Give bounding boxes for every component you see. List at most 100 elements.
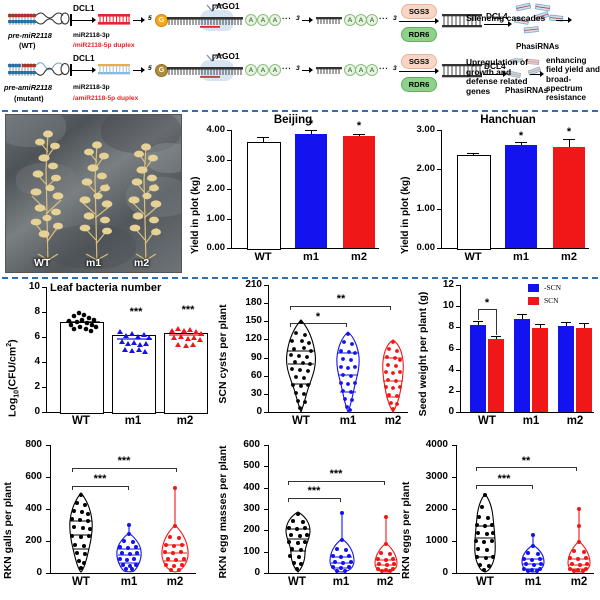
chart-rkn-egg-masses-ytick-5: 500 bbox=[243, 460, 260, 472]
chart-leaf-bacteria-ytick-4: 8 bbox=[34, 306, 40, 317]
precursor-label-mut: pre-amiR2118 bbox=[4, 83, 52, 92]
chart-rkn-galls-ytick-1: 200 bbox=[25, 535, 42, 546]
sgs3-rdr6-arrowhead-wt bbox=[435, 18, 439, 24]
chart-scn-cysts-yaxis bbox=[268, 285, 269, 412]
mrna-fragment-mut bbox=[316, 63, 342, 84]
chart-seed-weight-bar-wt-noscn[interactable] bbox=[470, 325, 486, 412]
chart-beijing-bar-m1[interactable] bbox=[295, 133, 327, 248]
chart-scn-cysts-violin-m1 bbox=[336, 331, 360, 413]
rdr6-pill-wt: RDR6 bbox=[401, 27, 437, 42]
chart-rkn-eggs-xaxis bbox=[456, 573, 594, 574]
mrna-cap-mut: G bbox=[155, 64, 168, 77]
chart-hanchuan-bar-m1[interactable] bbox=[505, 144, 537, 248]
chart-leaf-bacteria-ytick-0: 0 bbox=[34, 406, 40, 417]
chart-rkn-galls-xtick-m1: m1 bbox=[120, 576, 138, 588]
chart-rkn-galls-violin-m2 bbox=[161, 486, 189, 573]
outcome2-arrowhead-mut bbox=[540, 71, 544, 77]
chart-seed-weight-xtick-m2: m2 bbox=[566, 415, 584, 427]
chart-seed-weight-bar-wt-scn[interactable] bbox=[488, 339, 504, 412]
chart-rkn-eggs-violin-m2 bbox=[567, 507, 591, 573]
chart-hanchuan-xtick-m1: m1 bbox=[513, 251, 529, 263]
outcome-enhancing-yield: enhancing field yield and broad-spectrum… bbox=[546, 56, 600, 103]
chart-beijing: Beijing Yield in plot (kg) 4.00 3.00 2.0… bbox=[185, 112, 390, 274]
plant-photograph: WT bbox=[5, 114, 182, 273]
chart-leaf-bacteria-sig-m1: *** bbox=[129, 306, 143, 318]
chart-rkn-eggs: RKN eggs per plant 4000 3000 2000 1000 0… bbox=[400, 439, 600, 599]
dcl1-arrow-line-mut bbox=[70, 70, 94, 71]
dcl1-arrowhead-mut bbox=[92, 67, 96, 73]
chart-seed-weight-bar-m2-noscn[interactable] bbox=[558, 325, 574, 412]
precursor-genotype-mut: (mutant) bbox=[14, 94, 44, 103]
mirna-duplex-wt bbox=[97, 12, 131, 33]
chart-scn-cysts-violin-m2 bbox=[382, 339, 404, 413]
chart-hanchuan-bar-wt[interactable] bbox=[457, 155, 491, 250]
phasirnas-label-mut: PhasiRNAs bbox=[505, 86, 549, 95]
chart-rkn-galls-ytick-2: 400 bbox=[25, 503, 42, 514]
chart-rkn-egg-masses-xaxis bbox=[268, 573, 400, 574]
chart-rkn-galls-violin-wt bbox=[69, 492, 93, 573]
chart-leaf-bacteria-ytick-5: 10 bbox=[28, 281, 40, 292]
chart-rkn-eggs-yaxis bbox=[456, 445, 457, 573]
chart-rkn-egg-masses-xtick-wt: WT bbox=[288, 576, 306, 588]
dsrna-wt bbox=[442, 12, 482, 35]
chart-seed-weight-ytick-2: 4 bbox=[448, 363, 454, 375]
legend-label-no-scn: -SCN bbox=[544, 283, 562, 292]
chart-rkn-egg-masses-ytick-3: 300 bbox=[243, 503, 260, 514]
duplex-to-mrna-arrow-wt bbox=[133, 20, 143, 21]
three-prime-label-mut: 3 bbox=[296, 65, 300, 72]
outcome-arrowhead-wt bbox=[568, 17, 572, 23]
mrna-cap-wt: G bbox=[155, 14, 168, 27]
chart-seed-weight-yaxis bbox=[460, 285, 461, 412]
photo-label-m2: m2 bbox=[134, 257, 150, 269]
chart-scn-cysts-ytick-0: 0 bbox=[256, 406, 262, 417]
three-prime-arrow-wt bbox=[302, 20, 311, 21]
dcl1-arrowhead-wt bbox=[92, 17, 96, 23]
chart-rkn-egg-masses-violin-m1 bbox=[329, 511, 355, 573]
five-prime-label-wt: 5 bbox=[148, 15, 152, 22]
chart-rkn-egg-masses-ytick-2: 200 bbox=[243, 524, 260, 536]
dcl4-arrowhead-wt bbox=[508, 21, 512, 27]
three-prime-label-wt: 3 bbox=[296, 15, 300, 22]
chart-beijing-ytick-3: 3.00 bbox=[206, 153, 226, 165]
outcome-silencing-cascades: Silencing cascades bbox=[466, 13, 546, 23]
dcl4-arrow-wt bbox=[484, 24, 510, 25]
chart-seed-weight-ytick-1: 2 bbox=[448, 384, 454, 396]
chart-hanchuan-xtick-wt: WT bbox=[464, 251, 482, 263]
panel-bacteria-scn: Leaf bacteria number Log10(CFU/cm2) 10 8… bbox=[0, 279, 600, 439]
chart-seed-weight-bar-m1-scn[interactable] bbox=[532, 328, 548, 412]
chart-beijing-sig-m1: * bbox=[308, 118, 314, 130]
chart-beijing-ytick-0: 0.00 bbox=[206, 242, 226, 253]
chart-rkn-galls: RKN galls per plant 800 600 400 200 0 **… bbox=[0, 439, 220, 599]
chart-rkn-galls-sigline-1 bbox=[72, 486, 128, 487]
ago1-wishbone-wt bbox=[206, 4, 218, 13]
chart-seed-weight: Seed weight per plant (g) 12 10 8 6 4 2 … bbox=[417, 279, 600, 437]
chart-rkn-egg-masses-xtick-m2: m2 bbox=[376, 576, 394, 588]
chart-hanchuan-ytick-2: 2.00 bbox=[416, 163, 436, 175]
chart-scn-cysts-xtick-m1: m1 bbox=[339, 415, 357, 427]
three-prime-arrowhead-wt bbox=[309, 17, 313, 23]
ago1-bracket-mut bbox=[212, 54, 223, 61]
chart-rkn-eggs-xtick-m2: m2 bbox=[570, 576, 588, 588]
plant-m1-image bbox=[79, 141, 113, 266]
chart-rkn-egg-masses-sigline-2 bbox=[288, 481, 384, 482]
three-prime2-label-mut: 3 bbox=[393, 65, 397, 72]
chart-rkn-eggs-violin-m1 bbox=[521, 533, 545, 573]
chart-beijing-bar-wt[interactable] bbox=[247, 142, 281, 250]
chart-beijing-bar-m2[interactable] bbox=[343, 135, 375, 248]
chart-rkn-galls-xtick-m2: m2 bbox=[166, 576, 184, 588]
chart-rkn-galls-ylabel: RKN galls per plant bbox=[2, 482, 14, 579]
chart-hanchuan-bar-m2[interactable] bbox=[553, 146, 585, 248]
dcl4-arrowhead-mut bbox=[503, 71, 507, 77]
ago1-label-wt: AGO1 bbox=[216, 1, 240, 11]
chart-leaf-bacteria-bar-wt[interactable] bbox=[60, 322, 104, 414]
chart-rkn-galls-ytick-4: 800 bbox=[25, 439, 42, 450]
panel-divider-2 bbox=[2, 277, 598, 279]
chart-leaf-bacteria-xtick-wt: WT bbox=[72, 415, 90, 427]
three-prime-arrow-mut bbox=[302, 70, 311, 71]
chart-leaf-bacteria-points-m1 bbox=[117, 329, 152, 354]
chart-seed-weight-bar-m2-scn[interactable] bbox=[576, 327, 592, 412]
chart-seed-weight-bar-m1-noscn[interactable] bbox=[514, 318, 530, 412]
chart-rkn-galls-violin-m1 bbox=[116, 523, 142, 573]
duplex-to-mrna-arrowhead-wt bbox=[141, 17, 145, 23]
chart-rkn-galls-yaxis bbox=[50, 445, 51, 573]
